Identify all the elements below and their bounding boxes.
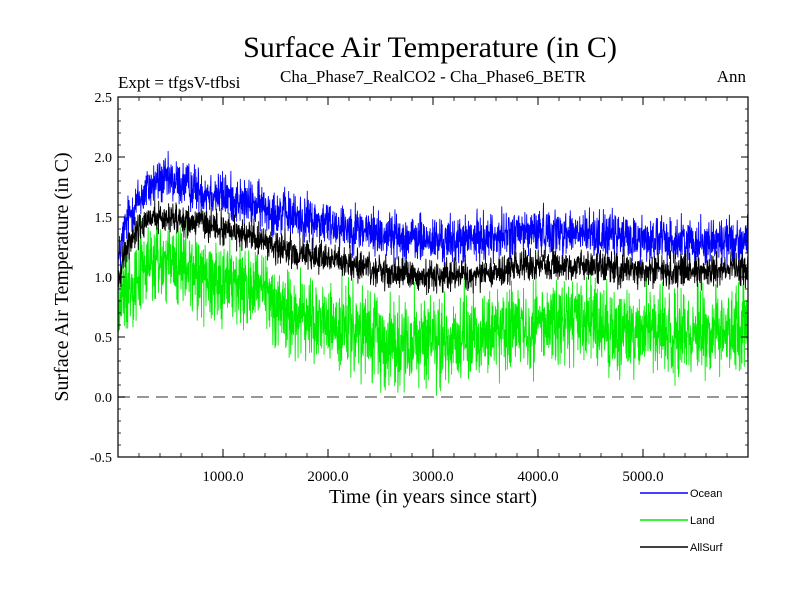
y-tick-label: 1.5: [95, 211, 113, 226]
legend: Ocean Land AllSurf: [640, 488, 723, 554]
series-line-allsurf: [118, 199, 748, 296]
y-tick-label: 1.0: [95, 271, 113, 286]
x-axis-label: Time (in years since start): [329, 486, 537, 508]
legend-item-ocean: Ocean: [640, 488, 722, 500]
x-tick-label: 3000.0: [412, 469, 453, 485]
series-layer: [118, 150, 748, 396]
legend-label-ocean: Ocean: [690, 488, 722, 500]
chart-title: Surface Air Temperature (in C): [243, 31, 617, 64]
y-tick-label: 0.5: [95, 331, 113, 346]
y-axis-label: Surface Air Temperature (in C): [51, 152, 73, 401]
x-tick-label: 5000.0: [622, 469, 663, 485]
x-tick-label: 2000.0: [307, 469, 348, 485]
series-line-land: [118, 214, 748, 396]
y-tick-label: -0.5: [90, 451, 112, 466]
x-tick-label: 1000.0: [202, 469, 243, 485]
legend-label-allsurf: AllSurf: [690, 542, 723, 554]
legend-label-land: Land: [690, 515, 714, 527]
legend-item-land: Land: [640, 515, 714, 527]
legend-item-allsurf: AllSurf: [640, 542, 723, 554]
y-tick-label: 0.0: [95, 391, 113, 406]
x-tick-label: 4000.0: [517, 469, 558, 485]
chart-subtitle-period: Ann: [717, 67, 747, 86]
axis-ticks: -0.5 0.0 0.5 1.0 1.5 2.0 2.5 1000.0 2000.0 3000.0…: [90, 91, 749, 485]
y-tick-label: 2.5: [95, 91, 113, 106]
y-tick-label: 2.0: [95, 151, 113, 166]
chart-subtitle-expt: Expt = tfgsV-tfbsi: [118, 73, 241, 92]
series-line-ocean: [118, 150, 748, 287]
chart-subtitle-experiments: Cha_Phase7_RealCO2 - Cha_Phase6_BETR: [280, 67, 587, 86]
